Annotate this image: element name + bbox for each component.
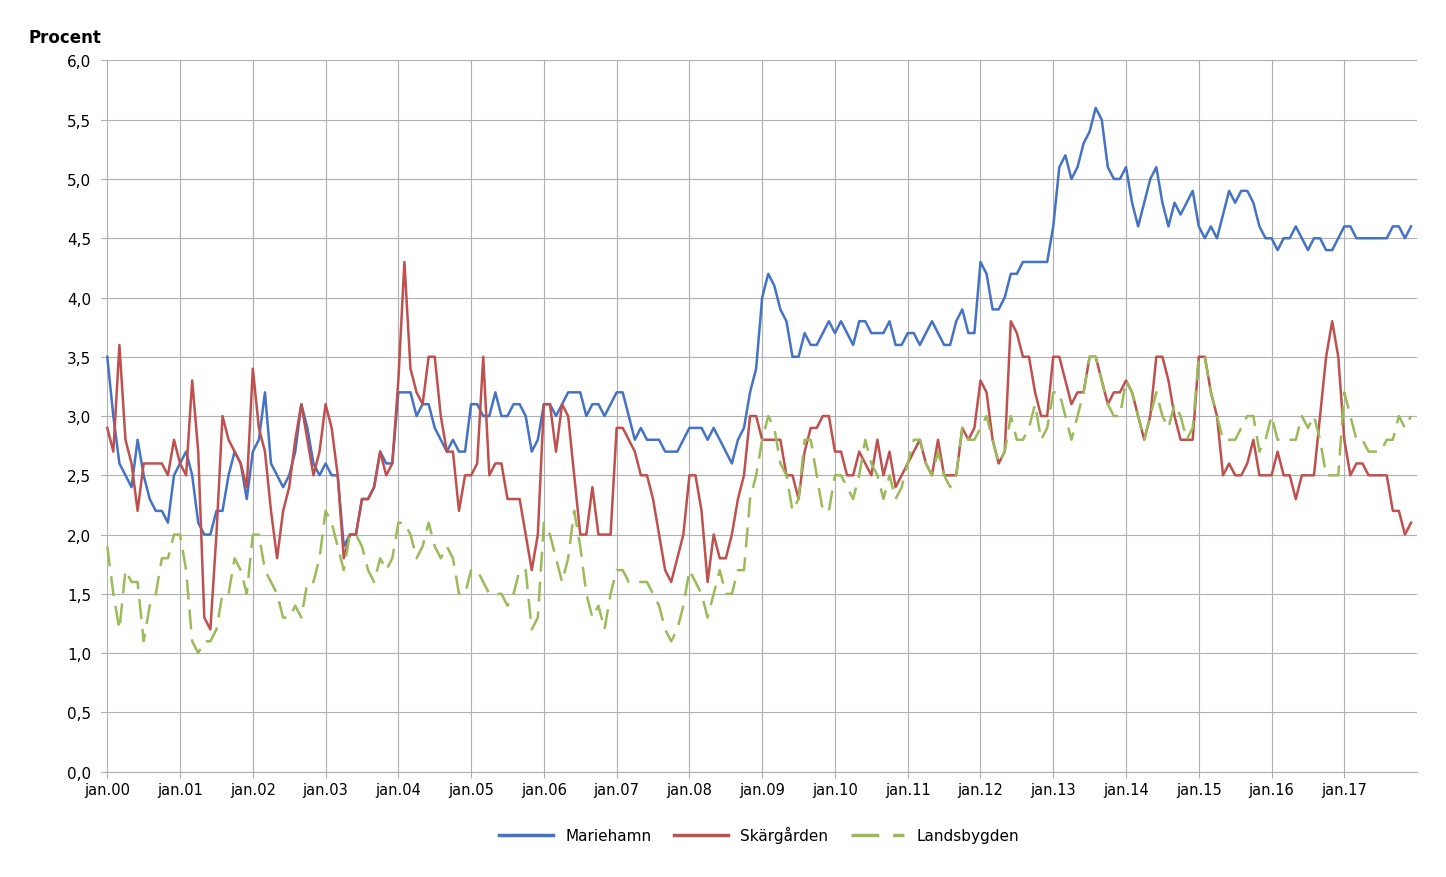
Legend: Mariehamn, Skärgården, Landsbygden: Mariehamn, Skärgården, Landsbygden [493,820,1025,849]
Text: Procent: Procent [29,29,101,47]
